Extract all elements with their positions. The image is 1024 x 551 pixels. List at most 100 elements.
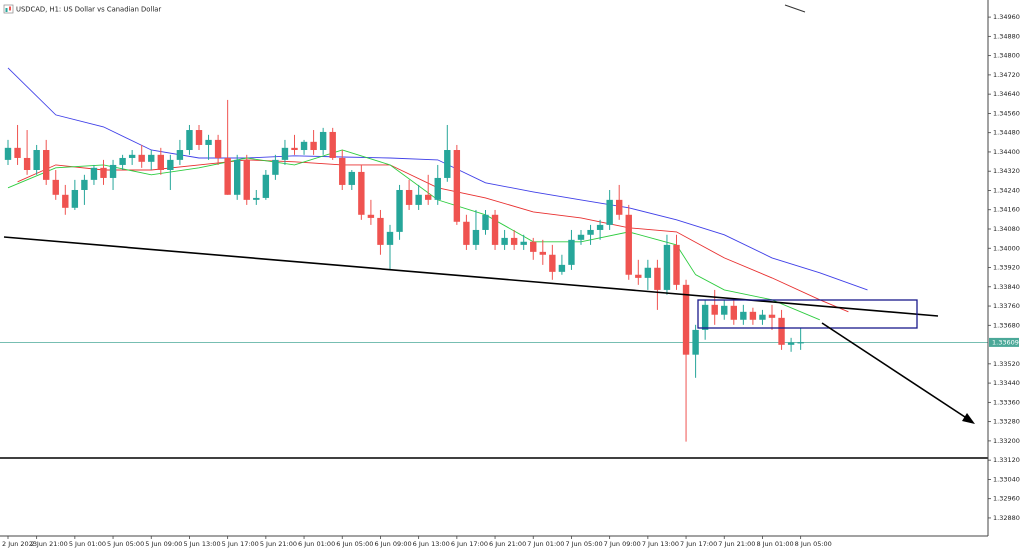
candle-body xyxy=(721,305,728,315)
candle-body xyxy=(119,157,126,165)
candle-body xyxy=(568,239,575,265)
x-tick-label: 2 Jun 21:00 xyxy=(31,540,68,548)
y-tick-label: 1.33440 xyxy=(993,379,1020,387)
candle-body xyxy=(663,244,671,290)
candle-body xyxy=(453,150,461,222)
y-tick-label: 1.34720 xyxy=(993,71,1020,79)
x-tick-label: 5 Jun 21:00 xyxy=(260,540,297,548)
x-tick-label: 6 Jun 17:00 xyxy=(451,540,488,548)
candle-body xyxy=(778,317,785,345)
candle-body xyxy=(109,164,117,178)
y-tick-label: 1.34000 xyxy=(993,244,1020,252)
y-tick-label: 1.32880 xyxy=(993,514,1020,522)
candle-body xyxy=(673,244,680,285)
candle-body xyxy=(43,150,50,180)
x-tick-label: 6 Jun 09:00 xyxy=(374,540,411,548)
y-tick-label: 1.34960 xyxy=(993,13,1020,21)
candle-body xyxy=(167,159,174,170)
candle-body xyxy=(596,224,604,230)
candle-body xyxy=(768,314,776,318)
x-tick-label: 8 Jun 01:00 xyxy=(756,540,793,548)
icon-bar xyxy=(9,6,11,11)
candle-body xyxy=(682,284,690,355)
candle-body xyxy=(243,159,250,200)
candle-body xyxy=(444,150,451,178)
candle-body xyxy=(367,214,375,218)
x-tick-label: 6 Jun 21:00 xyxy=(489,540,526,548)
candle-body xyxy=(90,167,98,180)
trend-line xyxy=(3,236,939,317)
candle-body xyxy=(138,154,145,162)
current-price-box xyxy=(989,337,1019,347)
icon-bar xyxy=(5,8,8,12)
candle-body xyxy=(386,231,394,245)
x-tick-label: 6 Jun 05:00 xyxy=(336,540,373,548)
candle-body xyxy=(491,214,499,245)
candle-body xyxy=(787,342,795,345)
arrow-line xyxy=(821,322,969,420)
axis-layer: 1.34960 1.34880 1.34800 1.34720 1.34640 1.345… xyxy=(2,13,1020,548)
x-tick-label: 7 Jun 05:00 xyxy=(565,540,602,548)
candle-body xyxy=(587,229,594,235)
candle-body xyxy=(501,237,508,245)
candle-body xyxy=(616,199,623,215)
y-tick-label: 1.34080 xyxy=(993,225,1020,233)
trend-line-fragment xyxy=(784,4,806,13)
candle-body xyxy=(520,241,527,245)
y-tick-label: 1.33760 xyxy=(993,302,1020,310)
candle-body xyxy=(224,157,231,195)
y-tick-label: 1.34400 xyxy=(993,148,1020,156)
candle-body xyxy=(510,237,518,245)
symbol-icon xyxy=(3,4,14,14)
current-price-label: 1.33609 xyxy=(992,338,1019,346)
candle-body xyxy=(186,130,193,151)
candle-body xyxy=(253,197,260,200)
candle-body xyxy=(558,264,566,272)
y-tick-label: 1.34560 xyxy=(993,109,1020,117)
candle-body xyxy=(692,329,699,355)
x-tick-label: 5 Jun 01:00 xyxy=(69,540,106,548)
candle-body xyxy=(358,171,365,215)
candle-body xyxy=(434,177,441,200)
candle-body xyxy=(606,199,613,225)
candle-body xyxy=(759,314,766,320)
plot-area xyxy=(0,67,988,442)
y-tick-label: 1.33680 xyxy=(993,321,1020,329)
candle-body xyxy=(625,214,632,275)
x-tick-label: 7 Jun 17:00 xyxy=(680,540,717,548)
candle-body xyxy=(205,139,212,145)
y-tick-label: 1.33520 xyxy=(993,360,1020,368)
candle-body xyxy=(635,274,642,278)
candle-body xyxy=(81,179,88,190)
candle-body xyxy=(482,214,489,230)
candle-body xyxy=(405,189,413,205)
candle-body xyxy=(377,217,384,245)
y-tick-label: 1.33920 xyxy=(993,264,1020,272)
candle-body xyxy=(348,171,355,185)
y-tick-label: 1.34800 xyxy=(993,52,1020,60)
candle-body xyxy=(425,194,432,200)
y-tick-label: 1.33120 xyxy=(993,456,1020,464)
candle-body xyxy=(176,150,184,160)
candle-body xyxy=(300,141,308,151)
y-tick-label: 1.34480 xyxy=(993,129,1020,137)
candle-body xyxy=(749,311,757,320)
candle-body xyxy=(4,147,12,160)
candle-body xyxy=(291,147,298,151)
candle-body xyxy=(195,130,203,145)
x-tick-label: 7 Jun 01:00 xyxy=(527,540,564,548)
candle-body xyxy=(100,167,107,178)
y-tick-label: 1.34320 xyxy=(993,167,1020,175)
candle-body xyxy=(539,251,546,255)
chart-title: USDCAD, H1: US Dollar vs Canadian Dollar xyxy=(16,6,161,14)
x-tick-label: 2 Jun 2023 xyxy=(2,540,37,548)
candle-body xyxy=(214,139,222,158)
x-tick-label: 5 Jun 09:00 xyxy=(145,540,182,548)
x-tick-label: 6 Jun 13:00 xyxy=(413,540,450,548)
candle-body xyxy=(339,157,346,185)
x-tick-label: 7 Jun 21:00 xyxy=(718,540,755,548)
y-tick-label: 1.33040 xyxy=(993,475,1020,483)
candle-body xyxy=(711,304,718,315)
